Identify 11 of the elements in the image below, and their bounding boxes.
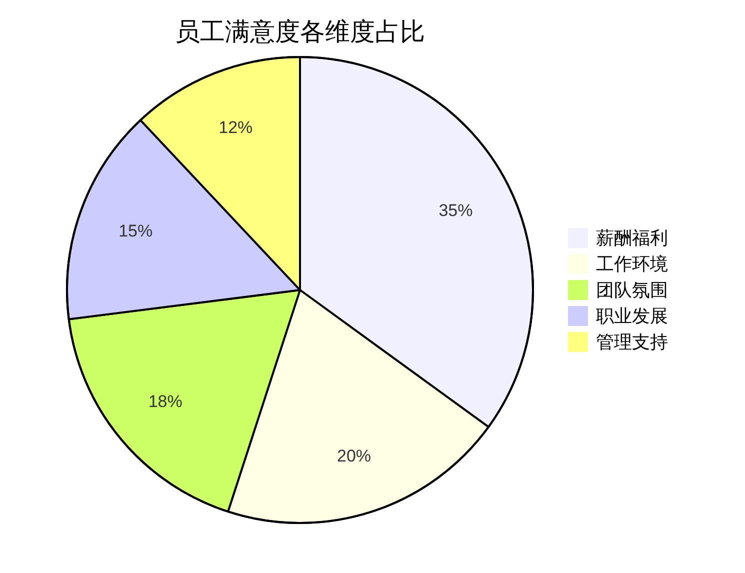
data-label: 15% <box>118 221 153 240</box>
data-label: 18% <box>148 392 182 411</box>
legend-label: 管理支持 <box>596 332 668 352</box>
legend-label: 工作环境 <box>596 254 668 274</box>
legend-label: 职业发展 <box>596 306 668 326</box>
legend-label: 团队氛围 <box>596 280 668 300</box>
data-label: 20% <box>336 446 372 466</box>
data-label: 35% <box>438 201 473 220</box>
chart-title: 员工满意度各维度占比 <box>175 18 425 46</box>
legend-label: 薪酬福利 <box>596 228 668 248</box>
data-label: 12% <box>218 118 253 138</box>
